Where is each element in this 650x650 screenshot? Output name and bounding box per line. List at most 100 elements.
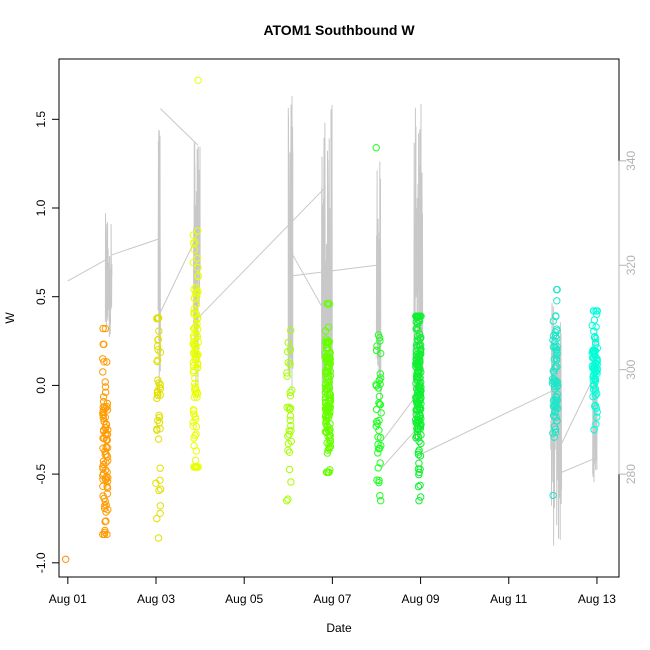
data-point bbox=[192, 300, 201, 309]
data-point bbox=[414, 319, 422, 328]
data-point bbox=[414, 316, 423, 324]
point-cluster-9 bbox=[588, 307, 601, 434]
data-point bbox=[153, 514, 161, 523]
data-point bbox=[99, 463, 107, 471]
data-point bbox=[412, 341, 421, 349]
data-point bbox=[156, 502, 165, 510]
point-cluster-6 bbox=[372, 144, 385, 505]
data-point bbox=[376, 459, 384, 467]
data-point bbox=[102, 431, 110, 439]
data-point bbox=[321, 327, 330, 335]
data-point bbox=[549, 331, 558, 340]
line-series-segment-16 bbox=[422, 390, 554, 454]
data-point bbox=[285, 427, 293, 435]
data-point bbox=[288, 386, 296, 394]
data-point bbox=[286, 412, 295, 420]
data-point bbox=[374, 464, 382, 472]
data-point bbox=[412, 325, 420, 333]
x-tick-label: Aug 11 bbox=[490, 592, 527, 606]
data-point bbox=[99, 414, 108, 422]
y2-axis: 280 300 320 340 bbox=[618, 150, 638, 484]
data-point bbox=[326, 442, 334, 450]
data-point bbox=[191, 431, 199, 440]
data-point bbox=[373, 342, 381, 350]
data-point bbox=[99, 368, 107, 376]
y-tick-label: 1.0 bbox=[34, 199, 48, 216]
plot-frame bbox=[58, 58, 620, 578]
data-point bbox=[375, 334, 384, 342]
data-point bbox=[417, 400, 425, 408]
data-point bbox=[156, 380, 164, 388]
data-point bbox=[553, 417, 561, 425]
data-point bbox=[156, 391, 165, 399]
data-point bbox=[593, 389, 601, 398]
data-point bbox=[549, 396, 558, 405]
data-point bbox=[414, 402, 423, 411]
y-tick-label: 1.5 bbox=[34, 111, 48, 128]
data-point bbox=[590, 426, 598, 434]
x-tick-label: Aug 01 bbox=[49, 592, 87, 606]
data-point bbox=[154, 336, 162, 344]
line-series-segment-9 bbox=[292, 264, 377, 277]
data-point bbox=[375, 476, 383, 485]
data-point bbox=[191, 456, 200, 465]
data-point bbox=[194, 264, 202, 272]
data-point bbox=[99, 324, 107, 333]
data-point bbox=[416, 481, 424, 489]
data-point bbox=[590, 349, 599, 358]
data-point bbox=[192, 283, 200, 292]
data-point bbox=[375, 478, 383, 487]
data-point bbox=[101, 502, 109, 510]
data-point bbox=[193, 227, 202, 235]
data-point bbox=[417, 405, 425, 413]
x-axis: Aug 01 Aug 03 Aug 05 Aug 07 Aug 09 Aug 11 Aug … bbox=[49, 576, 616, 606]
point-cluster-5 bbox=[321, 300, 335, 476]
data-point bbox=[590, 362, 598, 370]
point-cluster-1 bbox=[99, 324, 112, 539]
data-point bbox=[589, 307, 598, 315]
data-point bbox=[372, 422, 380, 430]
y2-tick-label: 280 bbox=[624, 464, 638, 484]
x-tick-label: Aug 07 bbox=[313, 592, 351, 606]
data-point bbox=[103, 358, 111, 366]
data-point bbox=[190, 410, 198, 418]
data-point bbox=[375, 399, 383, 407]
data-point bbox=[191, 374, 199, 382]
line-series-burst-12 bbox=[375, 161, 382, 416]
line-series-segment-4 bbox=[160, 108, 199, 146]
data-point bbox=[284, 359, 292, 367]
data-point bbox=[414, 387, 423, 395]
line-series-burst-8 bbox=[287, 96, 294, 390]
data-point bbox=[593, 413, 601, 421]
data-point bbox=[191, 384, 200, 392]
data-point bbox=[550, 401, 559, 409]
data-point bbox=[61, 555, 70, 563]
data-point bbox=[591, 333, 599, 341]
data-point bbox=[189, 407, 198, 415]
line-series-segment-7 bbox=[193, 186, 327, 324]
data-point bbox=[191, 355, 199, 363]
data-point bbox=[372, 144, 380, 152]
data-point bbox=[548, 379, 557, 387]
data-point bbox=[550, 433, 558, 441]
data-point bbox=[103, 490, 112, 498]
data-point bbox=[102, 443, 110, 452]
data-point bbox=[194, 287, 202, 295]
data-point bbox=[155, 411, 163, 419]
scatter-points bbox=[61, 76, 601, 563]
data-point bbox=[190, 337, 198, 346]
data-point bbox=[101, 423, 109, 432]
point-cluster-3 bbox=[189, 76, 203, 471]
data-point bbox=[412, 318, 420, 326]
data-point bbox=[413, 376, 422, 385]
data-point bbox=[191, 323, 199, 332]
data-point bbox=[101, 378, 109, 386]
data-point bbox=[376, 433, 385, 442]
data-point bbox=[284, 338, 292, 347]
data-point bbox=[591, 402, 599, 410]
data-point bbox=[193, 351, 201, 359]
data-point bbox=[155, 486, 163, 495]
line-series-burst-3 bbox=[157, 130, 161, 390]
x-tick-label: Aug 09 bbox=[402, 592, 440, 606]
chart-title: ATOM1 Southbound W bbox=[263, 22, 415, 38]
